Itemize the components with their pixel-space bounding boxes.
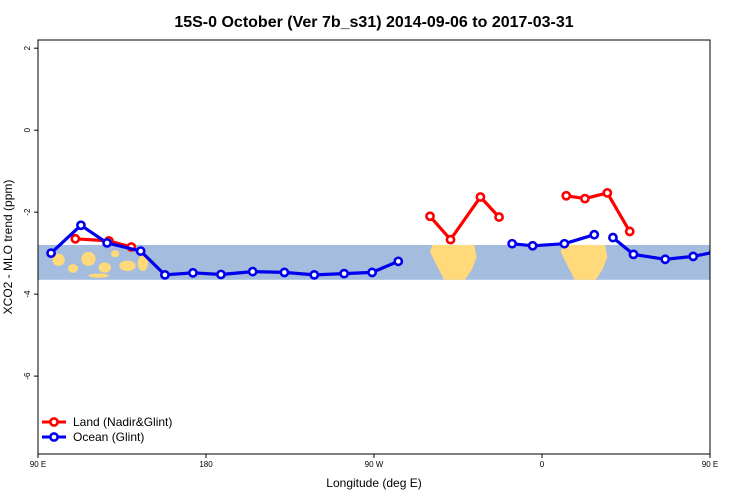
- data-point: [628, 249, 639, 260]
- data-point: [135, 246, 146, 256]
- data-point: [367, 267, 378, 278]
- x-tick-label: 90 E: [702, 460, 718, 469]
- land-island: [88, 273, 109, 278]
- legend-marker: [49, 432, 59, 442]
- series-ocean-glint-: [46, 220, 749, 280]
- data-point: [580, 193, 590, 204]
- series-line: [511, 233, 595, 248]
- legend: Land (Nadir&Glint)Ocean (Glint): [42, 415, 172, 444]
- data-point: [660, 254, 671, 265]
- data-point: [70, 233, 81, 244]
- legend-label: Land (Nadir&Glint): [73, 415, 172, 429]
- data-point: [742, 222, 749, 229]
- chart-title: 15S-0 October (Ver 7b_s31) 2014-09-06 to…: [174, 14, 573, 31]
- y-axis-title: XCO2 - MLO trend (ppm): [1, 180, 15, 315]
- y-tick-label: -4: [23, 290, 32, 298]
- series-layer: [46, 187, 750, 280]
- data-point: [608, 232, 618, 243]
- x-tick-label: 180: [199, 460, 213, 469]
- data-point: [279, 267, 290, 278]
- data-point: [688, 251, 699, 262]
- land-region: [560, 244, 608, 280]
- data-point: [46, 248, 56, 259]
- land-island: [98, 262, 111, 273]
- legend-item: Ocean (Glint): [42, 430, 144, 444]
- legend-label: Ocean (Glint): [73, 430, 144, 444]
- series-line: [428, 195, 501, 242]
- data-point: [445, 234, 456, 245]
- series-line: [611, 236, 710, 261]
- land-region: [430, 244, 477, 280]
- data-point: [589, 229, 600, 240]
- data-point: [188, 267, 198, 278]
- y-tick-label: 2: [23, 45, 32, 50]
- series-land-nadir-glint-: [70, 187, 750, 252]
- data-point: [393, 256, 404, 267]
- data-point: [527, 240, 538, 251]
- x-tick-label: 90 W: [365, 460, 384, 469]
- data-point: [507, 238, 518, 249]
- x-axis: 90 E 180 90 W 0 90 E: [30, 454, 718, 469]
- data-point: [744, 235, 750, 242]
- x-axis-title: Longitude (deg E): [326, 476, 421, 490]
- legend-item: Land (Nadir&Glint): [42, 415, 172, 429]
- data-point: [102, 238, 112, 248]
- land-island: [110, 250, 120, 258]
- land-island: [724, 254, 736, 266]
- data-point: [339, 268, 350, 279]
- y-tick-label: -6: [23, 372, 32, 380]
- land-island: [137, 255, 148, 272]
- series-line: [566, 191, 632, 233]
- data-point: [247, 266, 258, 277]
- legend-marker: [49, 417, 59, 427]
- data-point: [561, 190, 572, 201]
- land-island: [740, 264, 750, 273]
- land-island: [81, 251, 96, 266]
- data-point: [475, 192, 486, 202]
- x-tick-label: 0: [540, 460, 545, 469]
- y-tick-label: 0: [23, 127, 32, 132]
- y-axis: 2 0 -2 -4 -6: [23, 45, 38, 380]
- data-point: [559, 238, 570, 249]
- data-point: [160, 269, 170, 280]
- data-point: [425, 211, 435, 222]
- data-point: [602, 187, 613, 198]
- data-point: [216, 269, 226, 280]
- y-tick-label: -2: [23, 208, 32, 216]
- data-point: [494, 212, 504, 222]
- land-island: [67, 264, 79, 273]
- data-point: [624, 226, 635, 237]
- data-point: [76, 220, 86, 231]
- data-point: [309, 269, 320, 280]
- land-island: [52, 253, 65, 266]
- data-point: [708, 249, 710, 256]
- x-tick-label: 90 E: [30, 460, 46, 469]
- land-island: [119, 260, 136, 272]
